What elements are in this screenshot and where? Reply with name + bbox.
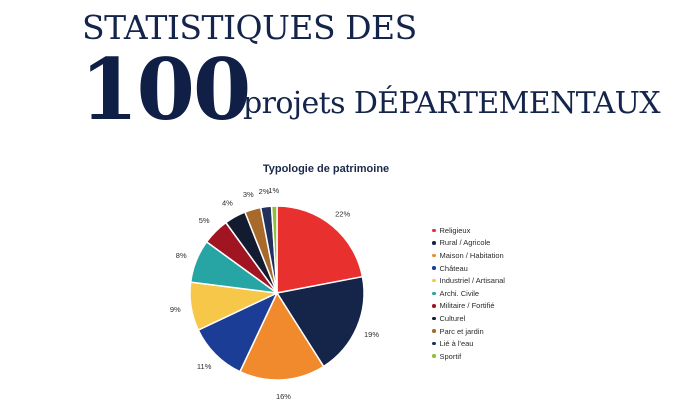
legend-label: Sportif: [439, 351, 462, 361]
legend-label: Rural / Agricole: [439, 238, 491, 248]
pie-label-3: 16%: [276, 392, 291, 401]
legend-label: Militaire / Fortifié: [439, 301, 495, 311]
legend-label: Château: [439, 263, 468, 273]
legend-swatch: [432, 354, 436, 358]
pie-label-4: 11%: [197, 362, 212, 371]
legend-item: Industriel / Artisanal: [432, 274, 632, 287]
title-number: 100: [80, 40, 251, 139]
legend-item: Maison / Habitation: [432, 249, 632, 262]
legend-item: Religieux: [432, 224, 632, 237]
pie-label-6: 8%: [176, 251, 187, 260]
pie-label-11: 1%: [268, 186, 279, 195]
legend-label: Parc et jardin: [439, 326, 484, 336]
pie-label-8: 4%: [222, 199, 233, 208]
pie-label-10: 2%: [259, 187, 270, 196]
legend-label: Lié à l'eau: [439, 339, 474, 349]
legend-label: Religieux: [439, 225, 471, 235]
pie-label-5: 9%: [170, 305, 181, 314]
pie-slice-3: [238, 291, 325, 381]
legend-item: Culturel: [432, 312, 632, 325]
title-line1: STATISTIQUES DES: [82, 8, 417, 47]
legend-item: Sportif: [432, 350, 632, 363]
legend-item: Parc et jardin: [432, 325, 632, 338]
legend-item: Archi. Civile: [432, 287, 632, 300]
legend-swatch: [432, 228, 436, 233]
legend-label: Industriel / Artisanal: [439, 276, 505, 286]
pie-label-1: 22%: [335, 210, 350, 219]
legend-swatch: [432, 278, 436, 283]
chart-title: Typologie de patrimoine: [262, 163, 390, 175]
pie-label-7: 5%: [199, 216, 210, 225]
legend-swatch: [432, 341, 436, 346]
legend-swatch: [432, 291, 436, 296]
title-rest: projets DÉPARTEMENTAUX: [243, 86, 661, 121]
legend-label: Culturel: [439, 313, 466, 323]
legend-swatch: [432, 316, 436, 321]
legend-swatch: [432, 329, 436, 333]
pie-slice-1: [276, 205, 364, 294]
legend-swatch: [432, 253, 436, 258]
chart-legend: Religieux Rural / Agricole Maison / Habita…: [432, 224, 632, 363]
pie-label-2: 19%: [364, 330, 379, 339]
legend-swatch: [432, 241, 436, 245]
legend-swatch: [432, 304, 436, 308]
pie-label-9: 3%: [243, 190, 254, 199]
legend-label: Maison / Habitation: [439, 250, 504, 260]
legend-item: Lié à l'eau: [432, 337, 632, 350]
legend-label: Archi. Civile: [439, 288, 480, 298]
pie-slice-11: [270, 205, 278, 294]
legend-item: Militaire / Fortifié: [432, 300, 632, 313]
legend-item: Château: [432, 262, 632, 275]
pie-slice-2: [275, 275, 365, 368]
legend-swatch: [432, 266, 436, 270]
legend-item: Rural / Agricole: [432, 237, 632, 250]
